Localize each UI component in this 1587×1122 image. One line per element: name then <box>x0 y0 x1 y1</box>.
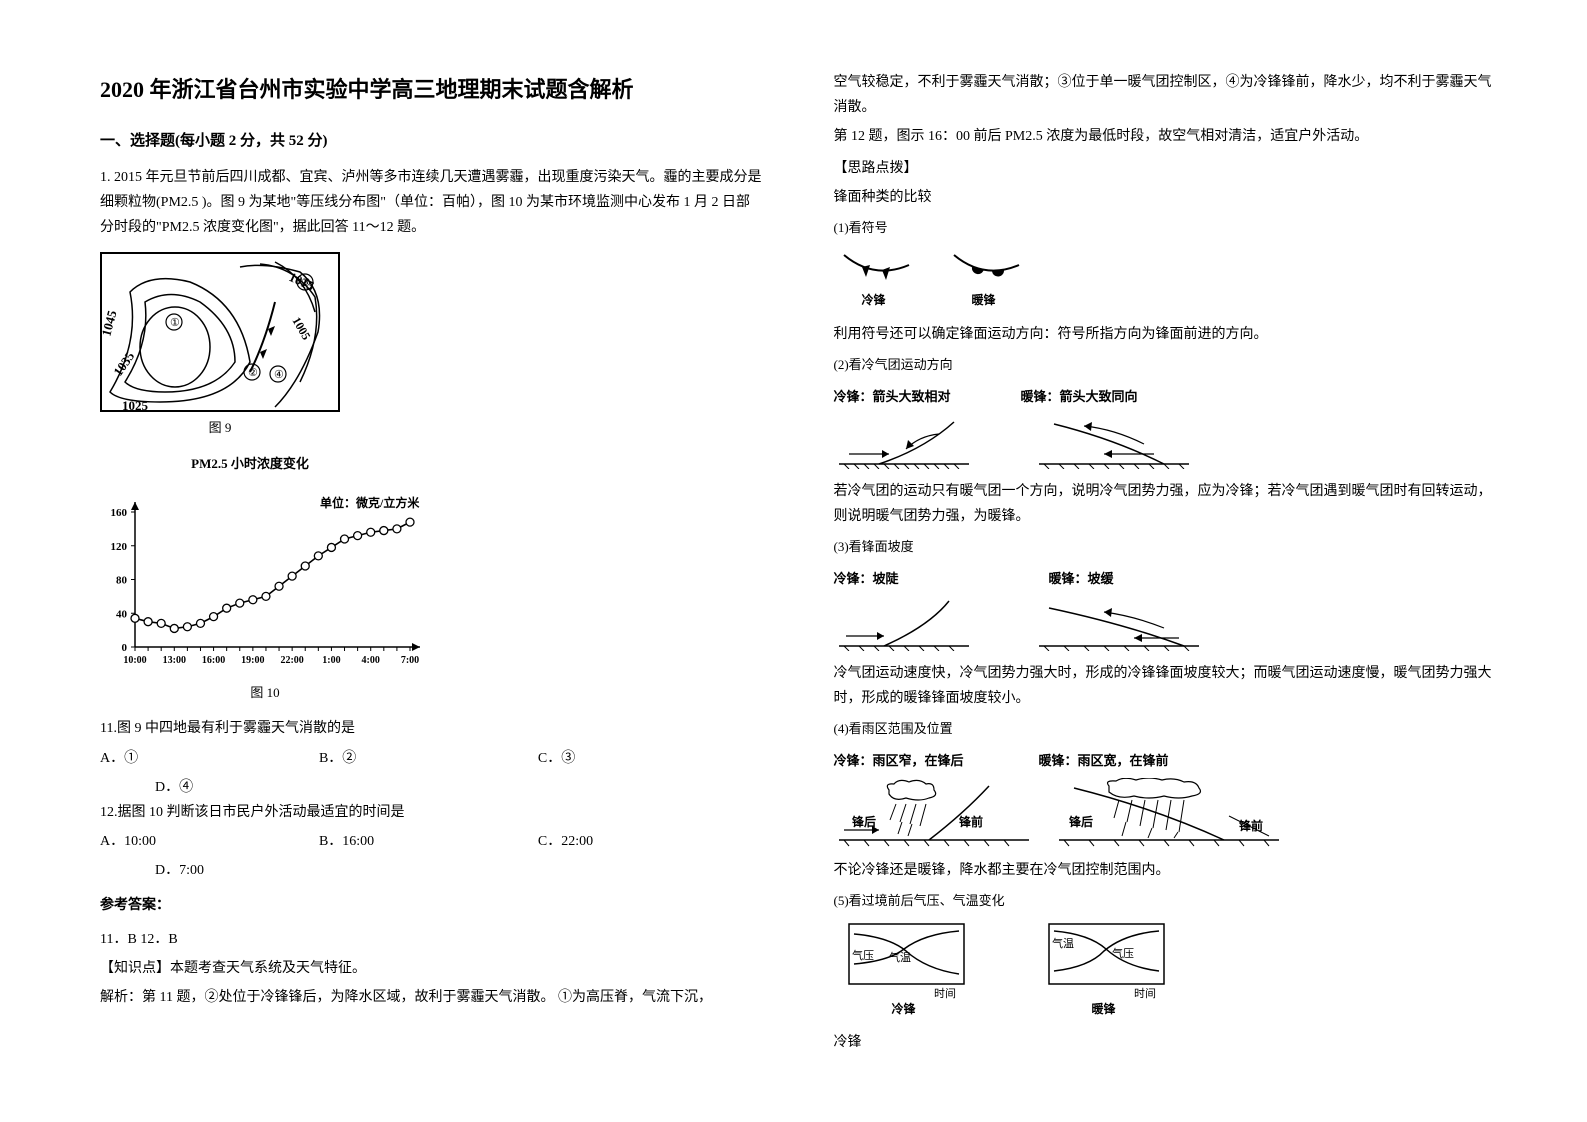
svg-text:气压: 气压 <box>852 948 874 962</box>
warm-slope <box>1034 596 1204 651</box>
cold-air-diagram <box>834 414 974 469</box>
q12-options: A．10:00 B．16:00 C．22:00 <box>100 829 764 854</box>
svg-text:0: 0 <box>122 642 128 654</box>
warm-label: 暖锋 <box>944 290 1024 312</box>
tip-subheading: 锋面种类的比较 <box>834 185 1498 210</box>
analysis-1: 解析：第 11 题，②处位于冷锋锋后，为降水区域，故利于雾霾天气消散。 ①为高压… <box>100 985 764 1010</box>
marker: ④ <box>274 369 284 381</box>
answer-heading: 参考答案： <box>100 893 764 918</box>
tip3-cold: 冷锋：坡陡 <box>834 567 899 590</box>
svg-text:4:00: 4:00 <box>362 655 380 666</box>
question-11: 11.图 9 中四地最有利于雾霾天气消散的是 <box>100 716 764 741</box>
svg-text:气温: 气温 <box>1052 936 1074 950</box>
tip2-cold: 冷锋：箭头大致相对 <box>834 385 951 408</box>
cold-pt-chart: 气压 气温 时间 冷锋 <box>834 919 974 1021</box>
cold-rain: 锋后 锋前 <box>834 778 1034 848</box>
knowledge-point: 【知识点】本题考查天气系统及天气特征。 <box>100 956 764 981</box>
tip1-head: (1)看符号 <box>834 216 1498 239</box>
right-column: 空气较稳定，不利于雾霾天气消散；③位于单一暖气团控制区，④为冷锋锋前，降水少，均… <box>834 70 1498 1082</box>
cold-label: 冷锋 <box>834 999 974 1021</box>
option-d: D．7:00 <box>155 858 764 883</box>
tip4-head: (4)看雨区范围及位置 <box>834 717 1498 740</box>
figure-10: 单位：微克/立方米 0 40 80 120 160 10:00 13:00 16:00 19:0… <box>100 487 764 704</box>
front-symbols: 冷锋 暖锋 <box>834 245 1498 312</box>
tip4-warm: 暖锋：雨区宽，在锋前 <box>1039 749 1169 772</box>
warm-rain: 锋后 锋前 <box>1054 778 1284 848</box>
answer-line: 11．B 12．B <box>100 927 764 952</box>
rain-diagrams: 锋后 锋前 锋后 锋前 <box>834 778 1498 848</box>
isobar-map-svg: 1045 1035 1025 1015 1005 ① ② ③ ④ <box>100 252 340 412</box>
svg-text:时间: 时间 <box>934 987 956 999</box>
option-b: B．16:00 <box>319 829 538 854</box>
question-intro: 1. 2015 年元旦节前后四川成都、宜宾、泸州等多市连续几天遭遇雾霾，出现重度… <box>100 165 764 241</box>
tip2-warm: 暖锋：箭头大致同向 <box>1021 385 1138 408</box>
svg-text:10:00: 10:00 <box>123 655 146 666</box>
svg-text:16:00: 16:00 <box>202 655 225 666</box>
tip5-head: (5)看过境前后气压、气温变化 <box>834 889 1498 912</box>
slope-diagrams <box>834 596 1498 651</box>
warm-label: 暖锋 <box>1034 999 1174 1021</box>
tip3-labels: 冷锋：坡陡 暖锋：坡缓 <box>834 567 1498 590</box>
figure-9-caption: 图 9 <box>100 416 340 439</box>
tip4-cold: 冷锋：雨区窄，在锋后 <box>834 749 964 772</box>
tip2-labels: 冷锋：箭头大致相对 暖锋：箭头大致同向 <box>834 385 1498 408</box>
marker: ① <box>170 317 180 329</box>
chart-unit: 单位：微克/立方米 <box>320 495 420 510</box>
svg-text:7:00: 7:00 <box>401 655 419 666</box>
cold-label: 冷锋 <box>834 290 914 312</box>
chart-title: PM2.5 小时浓度变化 <box>100 452 400 475</box>
svg-text:锋前: 锋前 <box>959 814 983 829</box>
pm25-chart-svg: 单位：微克/立方米 0 40 80 120 160 10:00 13:00 16:00 19:0… <box>100 487 430 677</box>
svg-text:气温: 气温 <box>889 950 911 964</box>
option-d: D．④ <box>155 775 764 800</box>
tip3-warm: 暖锋：坡缓 <box>1049 567 1114 590</box>
cold-front-symbol: 冷锋 <box>834 245 914 312</box>
svg-text:1:00: 1:00 <box>322 655 340 666</box>
warm-front-symbol: 暖锋 <box>944 245 1024 312</box>
tip4-labels: 冷锋：雨区窄，在锋后 暖锋：雨区宽，在锋前 <box>834 749 1498 772</box>
option-a: A．10:00 <box>100 829 319 854</box>
svg-text:锋后: 锋后 <box>1069 814 1093 829</box>
svg-text:19:00: 19:00 <box>241 655 264 666</box>
warm-air-diagram <box>1034 414 1194 469</box>
tip3-text: 冷气团运动速度快，冷气团势力强大时，形成的冷锋锋面坡度较大；而暖气团运动速度慢，… <box>834 661 1498 711</box>
tip-heading: 【思路点拨】 <box>834 156 1498 181</box>
svg-text:80: 80 <box>116 574 128 586</box>
marker: ② <box>248 367 258 379</box>
contour-label: 1025 <box>122 398 149 412</box>
tip2-head: (2)看冷气团运动方向 <box>834 353 1498 376</box>
svg-text:气压: 气压 <box>1112 946 1134 960</box>
svg-text:13:00: 13:00 <box>163 655 186 666</box>
figure-10-caption: 图 10 <box>100 681 430 704</box>
option-c: C．③ <box>538 746 757 771</box>
left-column: 2020 年浙江省台州市实验中学高三地理期末试题含解析 一、选择题(每小题 2 … <box>100 70 764 1082</box>
tip3-head: (3)看锋面坡度 <box>834 535 1498 558</box>
svg-text:锋后: 锋后 <box>852 814 876 829</box>
tip1-text: 利用符号还可以确定锋面运动方向：符号所指方向为锋面前进的方向。 <box>834 322 1498 347</box>
svg-text:40: 40 <box>116 608 128 620</box>
marker: ③ <box>301 277 311 289</box>
analysis-2: 空气较稳定，不利于雾霾天气消散；③位于单一暖气团控制区，④为冷锋锋前，降水少，均… <box>834 70 1498 120</box>
svg-text:120: 120 <box>111 541 128 553</box>
option-a: A．① <box>100 746 319 771</box>
question-12: 12.据图 10 判断该日市民户外活动最适宜的时间是 <box>100 800 764 825</box>
air-mass-diagrams <box>834 414 1498 469</box>
svg-text:22:00: 22:00 <box>280 655 303 666</box>
tip2-text: 若冷气团的运动只有暖气团一个方向，说明冷气团势力强，应为冷锋；若冷气团遇到暖气团… <box>834 479 1498 529</box>
analysis-3: 第 12 题，图示 16：00 前后 PM2.5 浓度为最低时段，故空气相对清洁… <box>834 124 1498 149</box>
section-heading: 一、选择题(每小题 2 分，共 52 分) <box>100 128 764 155</box>
page-title: 2020 年浙江省台州市实验中学高三地理期末试题含解析 <box>100 70 764 110</box>
option-c: C．22:00 <box>538 829 757 854</box>
cold-slope <box>834 596 974 651</box>
pressure-temp-charts: 气压 气温 时间 冷锋 气温 气压 时间 暖锋 <box>834 919 1498 1021</box>
tip4-text: 不论冷锋还是暖锋，降水都主要在冷气团控制范围内。 <box>834 858 1498 883</box>
option-b: B．② <box>319 746 538 771</box>
figure-9: 1045 1035 1025 1015 1005 ① ② ③ ④ 图 9 <box>100 252 764 439</box>
q11-options: A．① B．② C．③ <box>100 746 764 771</box>
svg-text:160: 160 <box>111 507 128 519</box>
final-cold: 冷锋 <box>834 1030 1498 1055</box>
svg-text:时间: 时间 <box>1134 987 1156 999</box>
warm-pt-chart: 气温 气压 时间 暖锋 <box>1034 919 1174 1021</box>
